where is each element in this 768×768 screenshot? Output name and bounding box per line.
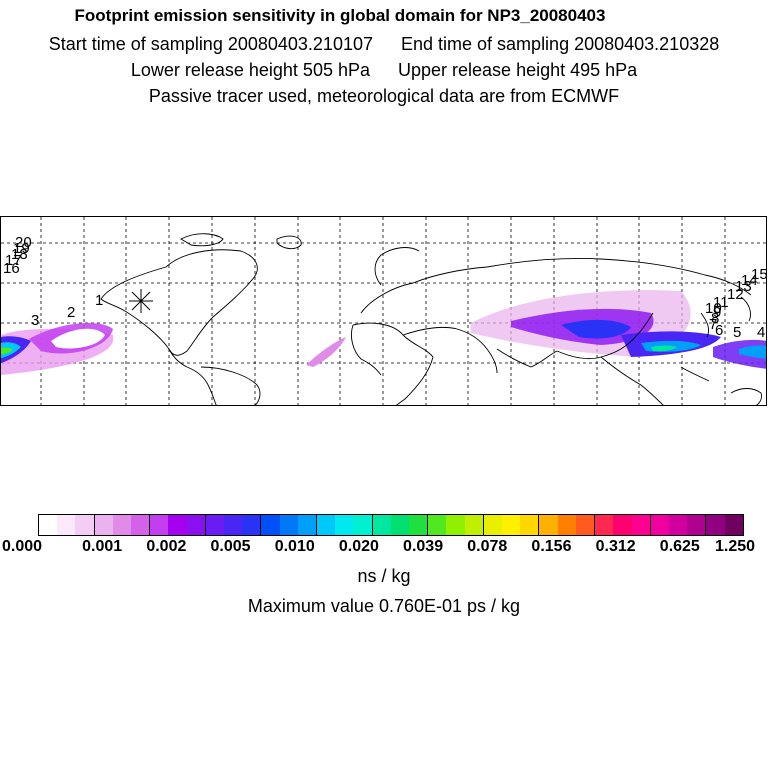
day-label: 6	[715, 322, 723, 339]
day-label: 3	[31, 312, 39, 329]
colorbar-tick-label: 0.625	[659, 538, 700, 555]
release-height-line: Lower release height 505 hPa Upper releas…	[0, 60, 768, 81]
colorbar-tick-label: 0.156	[531, 538, 572, 555]
colorbar-segment	[204, 515, 225, 535]
colorbar-segment	[57, 515, 76, 535]
day-label: 16	[3, 260, 20, 277]
colorbar-tick-label: 0.020	[338, 538, 379, 555]
colorbar-segment	[242, 515, 261, 535]
day-label: 15	[751, 266, 767, 283]
colorbar-tick-label: 0.010	[274, 538, 315, 555]
colorbar-segment	[687, 515, 706, 535]
colorbar-segment	[390, 515, 410, 535]
colorbar-segment	[168, 515, 187, 535]
day-label: 19	[13, 240, 30, 257]
colorbar-segment	[705, 515, 725, 535]
colorbar-segment	[502, 515, 521, 535]
colorbar-segment	[409, 515, 428, 535]
plume-atlantic	[306, 337, 346, 367]
colorbar-segment	[464, 515, 483, 535]
colorbar-segment	[613, 515, 632, 535]
plot-title: Footprint emission sensitivity in global…	[74, 6, 606, 25]
colorbar-tick-label: 0.002	[146, 538, 187, 555]
colorbar-segment	[279, 515, 298, 535]
day-label: 11	[713, 294, 729, 311]
day-label: 13	[735, 278, 752, 295]
day-label: 2	[67, 304, 75, 321]
colorbar-segment	[75, 515, 94, 535]
colorbar-segment	[335, 515, 354, 535]
day-label: 20	[15, 234, 32, 251]
colorbar-tick-label: 0.000	[1, 538, 43, 555]
day-label: 7	[709, 316, 717, 333]
plume-east-pacific	[1, 323, 114, 375]
colorbar-segment	[93, 515, 113, 535]
colorbar	[38, 514, 744, 536]
colorbar-segment	[260, 515, 280, 535]
colorbar-segment	[557, 515, 576, 535]
day-label: 14	[741, 272, 758, 289]
colorbar-tick-label: 0.078	[467, 538, 508, 555]
colorbar-segment	[575, 515, 595, 535]
colorbar-segment	[186, 515, 205, 535]
colorbar-segment	[112, 515, 132, 535]
upper-release-label: Upper release height 495 hPa	[398, 60, 638, 80]
colorbar-segment	[427, 515, 447, 535]
coastlines	[100, 233, 762, 405]
colorbar-segment	[668, 515, 688, 535]
day-label: 12	[727, 286, 744, 303]
day-label: 4	[757, 324, 765, 341]
graticule	[1, 217, 766, 405]
tracer-info: Passive tracer used, meteorological data…	[148, 86, 620, 106]
colorbar-segment	[594, 515, 614, 535]
colorbar-segment	[520, 515, 539, 535]
colorbar-segment	[649, 515, 669, 535]
plume-far-west-pacific	[713, 339, 766, 369]
end-time-label: End time of sampling 20080403.210328	[401, 34, 720, 54]
day-label: 8	[711, 310, 719, 327]
day-label: 1	[95, 292, 103, 309]
release-location-marker	[129, 289, 153, 313]
plume-asia	[471, 290, 721, 357]
day-labels: 1 2 3 4 5 6 7 8 9 10 11 12 13 14 15 16 1…	[3, 234, 767, 341]
sampling-time-line: Start time of sampling 20080403.210107 En…	[0, 34, 768, 55]
world-map: 1 2 3 4 5 6 7 8 9 10 11 12 13 14 15 16 1…	[0, 216, 767, 406]
colorbar-segment	[316, 515, 336, 535]
colorbar-segment	[297, 515, 317, 535]
maximum-value: Maximum value 0.760E-01 ps / kg	[247, 596, 521, 616]
lower-release-label: Lower release height 505 hPa	[130, 60, 370, 80]
colorbar-tick-label: 0.039	[403, 538, 444, 555]
colorbar-segment	[149, 515, 169, 535]
colorbar-ticks: 0.000 0.001 0.002 0.005 0.010 0.020 0.039 0.078…	[0, 538, 768, 558]
colorbar-segment	[224, 515, 243, 535]
colorbar-segment	[39, 515, 58, 535]
colorbar-unit: ns / kg	[357, 566, 411, 586]
colorbar-segment	[631, 515, 650, 535]
colorbar-segment	[371, 515, 391, 535]
day-label: 5	[733, 324, 741, 341]
colorbar-segment	[446, 515, 465, 535]
colorbar-segment	[353, 515, 372, 535]
colorbar-tick-label: 0.312	[595, 538, 636, 555]
start-time-label: Start time of sampling 20080403.210107	[48, 34, 373, 54]
colorbar-tick-label: 0.005	[210, 538, 251, 555]
day-label: 10	[705, 300, 722, 317]
colorbar-segment	[538, 515, 558, 535]
day-label: 9	[713, 304, 721, 321]
colorbar-segment	[724, 515, 743, 535]
colorbar-tick-label: 0.001	[82, 538, 123, 555]
day-label: 18	[11, 246, 28, 263]
map-canvas: 1 2 3 4 5 6 7 8 9 10 11 12 13 14 15 16 1…	[1, 217, 767, 405]
colorbar-segment	[131, 515, 150, 535]
day-label: 17	[5, 252, 22, 269]
colorbar-tick-label: 1.250	[714, 538, 756, 555]
colorbar-segment	[482, 515, 503, 535]
